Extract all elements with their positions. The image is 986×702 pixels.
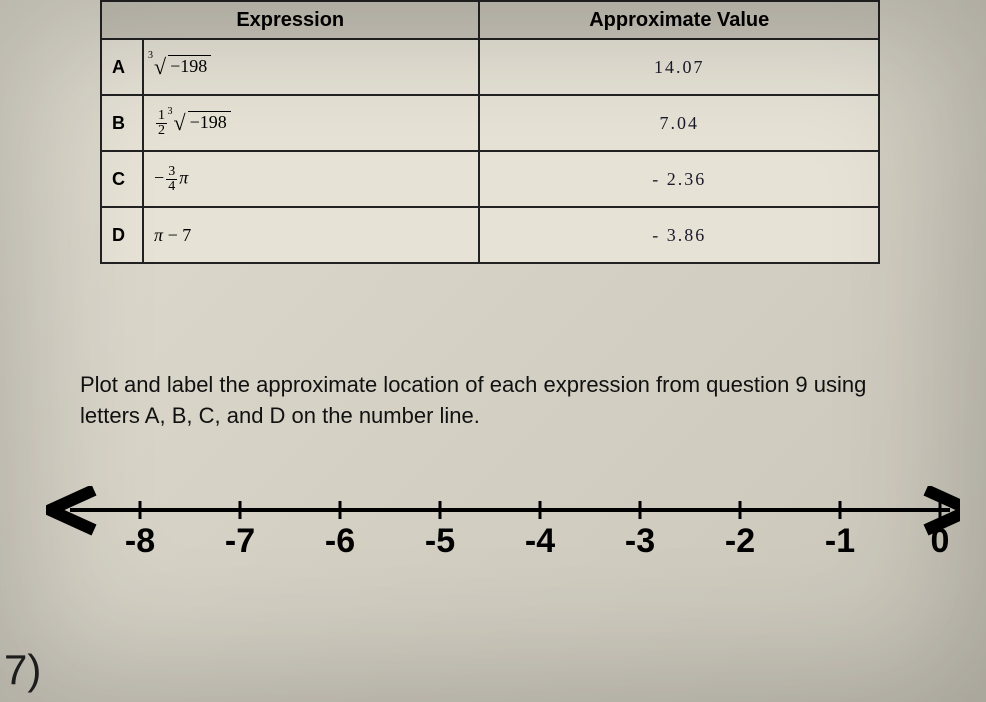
cube-root-icon: 3√−198 — [174, 110, 231, 136]
cube-root-icon: 3√−198 — [154, 54, 211, 80]
table-row: A 3√−198 14.07 — [101, 39, 879, 95]
instructions-text: Plot and label the approximate location … — [80, 370, 926, 432]
tick-label: -8 — [125, 522, 155, 561]
value-c: - 2.36 — [479, 151, 879, 207]
tick-label: -1 — [825, 522, 855, 561]
row-label-c: C — [101, 151, 143, 207]
expression-table: Expression Approximate Value A 3√−198 14… — [100, 0, 880, 264]
row-label-a: A — [101, 39, 143, 95]
expression-b: 12 3√−198 — [143, 95, 479, 151]
expression-a: 3√−198 — [143, 39, 479, 95]
tick-label: -4 — [525, 522, 555, 561]
value-b: 7.04 — [479, 95, 879, 151]
tick-label: 0 — [931, 522, 950, 561]
header-value: Approximate Value — [479, 1, 879, 39]
expression-d: π − 7 — [143, 207, 479, 263]
row-label-b: B — [101, 95, 143, 151]
fraction-three-quarters-icon: 34 — [166, 165, 177, 194]
question-number: 7) — [4, 646, 41, 694]
tick-label: -7 — [225, 522, 255, 561]
table-header-row: Expression Approximate Value — [101, 1, 879, 39]
number-line-svg — [40, 470, 960, 590]
table-row: B 12 3√−198 7.04 — [101, 95, 879, 151]
fraction-half-icon: 12 — [156, 109, 167, 138]
value-a: 14.07 — [479, 39, 879, 95]
tick-label: -2 — [725, 522, 755, 561]
row-label-d: D — [101, 207, 143, 263]
header-expression: Expression — [101, 1, 479, 39]
tick-label: -5 — [425, 522, 455, 561]
table-row: C −34π - 2.36 — [101, 151, 879, 207]
table-row: D π − 7 - 3.86 — [101, 207, 879, 263]
worksheet-page: Expression Approximate Value A 3√−198 14… — [0, 0, 986, 702]
expression-c: −34π — [143, 151, 479, 207]
number-line: -8 -7 -6 -5 -4 -3 -2 -1 0 — [40, 470, 960, 590]
value-d: - 3.86 — [479, 207, 879, 263]
tick-label: -6 — [325, 522, 355, 561]
tick-label: -3 — [625, 522, 655, 561]
